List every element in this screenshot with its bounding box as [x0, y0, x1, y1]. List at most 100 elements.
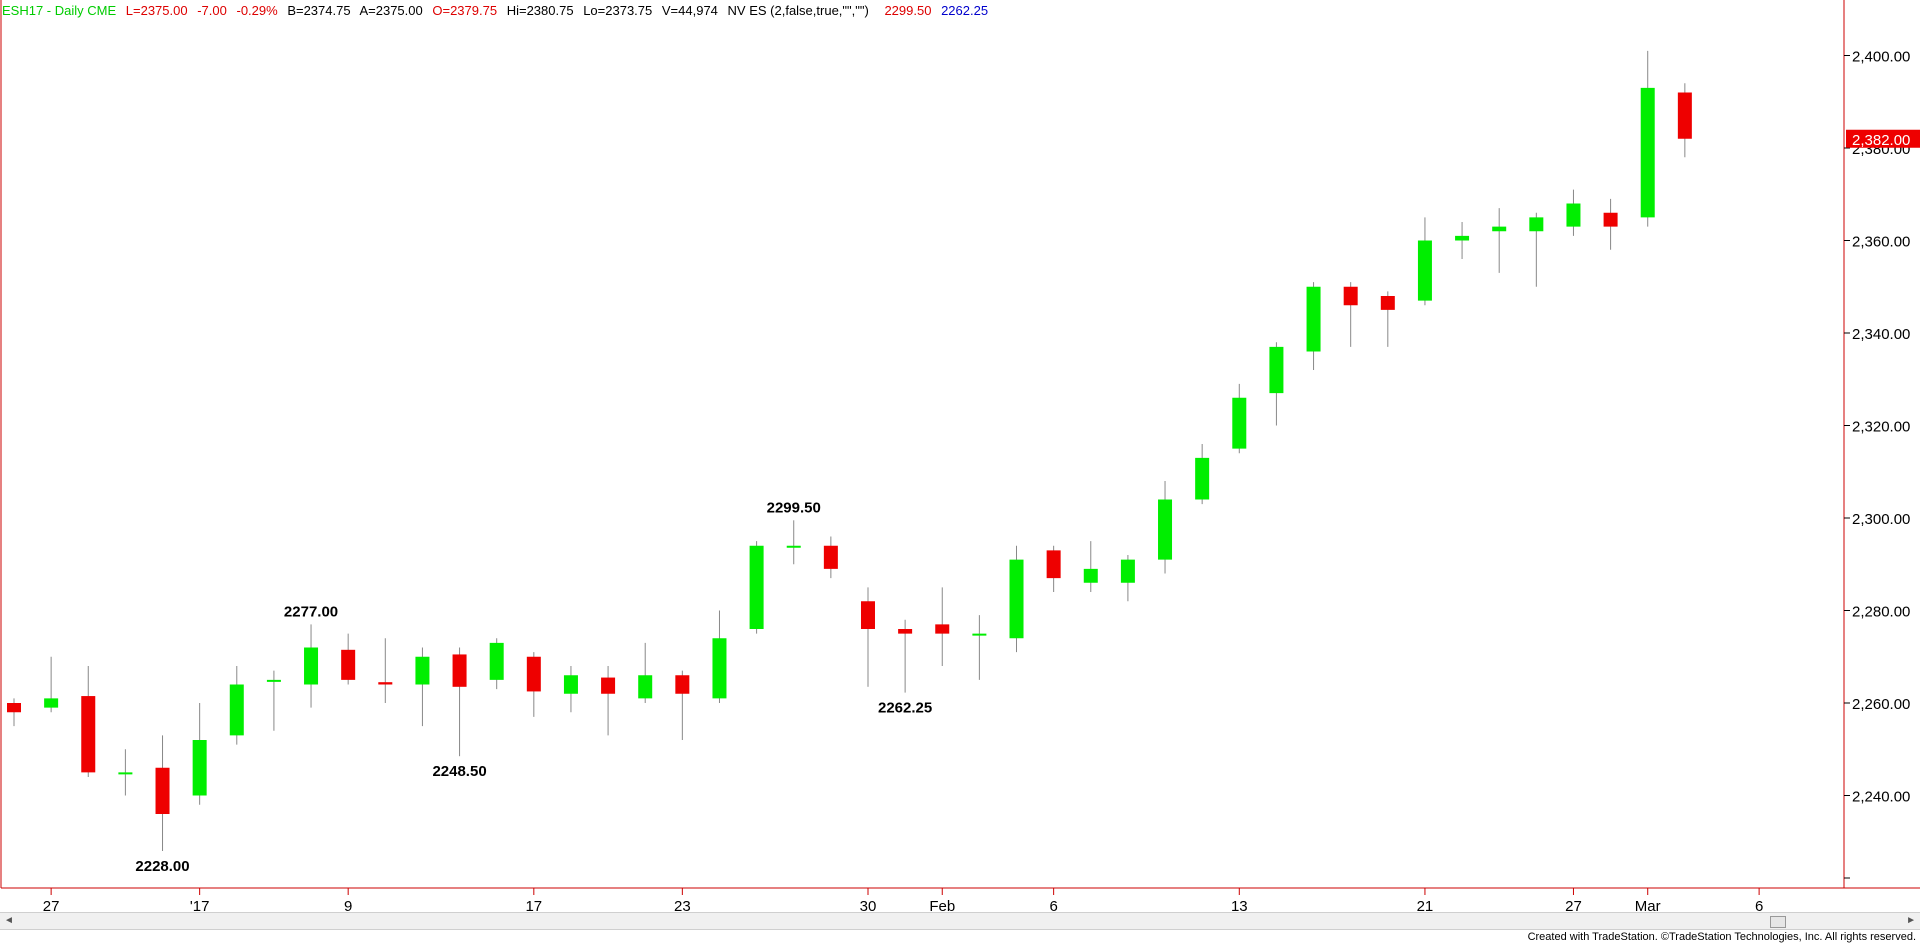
candle-body: [44, 698, 59, 708]
candle-body: [935, 624, 950, 634]
candle-body: [1083, 568, 1098, 583]
candle-body: [786, 545, 801, 548]
date-tick-label: 21: [1417, 898, 1434, 915]
candle-body: [1455, 235, 1470, 241]
price-tick-label: 2,320.00: [1852, 419, 1910, 436]
candle-body: [1529, 217, 1544, 232]
indicator-value-1: 2299.50: [884, 3, 932, 18]
candle-body: [229, 684, 244, 736]
wick-layer: [13, 50, 1686, 851]
candle-body: [1269, 346, 1284, 394]
swing-price-label: 2228.00: [135, 858, 189, 875]
price-tick-label: 2,240.00: [1852, 789, 1910, 806]
volume: V=44,974: [661, 3, 718, 18]
date-tick-label: Mar: [1635, 898, 1661, 915]
percent-change: -0.29%: [236, 3, 278, 18]
candle-body: [823, 545, 838, 569]
candle-body: [1677, 92, 1692, 139]
swing-price-label: 2248.50: [432, 763, 486, 780]
annotation-layer: 2228.00 2277.00 2248.50 2299.50 2262.25: [135, 499, 932, 875]
price-tick-label: 2,400.00: [1852, 49, 1910, 66]
price-tick-label: 2,280.00: [1852, 604, 1910, 621]
candle-body: [1343, 286, 1358, 306]
high-price: Hi=2380.75: [506, 3, 574, 18]
candle-body: [415, 656, 430, 685]
candle-body: [1640, 87, 1655, 218]
candle-body: [601, 677, 616, 694]
candle-body: [1009, 559, 1024, 639]
date-tick-label: 6: [1755, 898, 1763, 915]
candle-body: [155, 767, 170, 814]
candle-body: [1195, 457, 1210, 500]
candle-body: [1603, 212, 1618, 227]
date-tick-label: 17: [525, 898, 542, 915]
date-axis: 27 '17 9 17 23 30 Feb 6 13 21 27 Mar 6: [1, 887, 1920, 915]
chart-header: ESH17 - Daily CME L=2375.00 -7.00 -0.29%…: [2, 3, 994, 18]
date-tick-label: Feb: [929, 898, 955, 915]
open-price: O=2379.75: [432, 3, 498, 18]
swing-price-label: 2277.00: [284, 603, 338, 620]
bid-price: B=2374.75: [287, 3, 351, 18]
price-axis: 2,240.00 2,260.00 2,280.00 2,300.00 2,320.00…: [1843, 0, 1920, 888]
candle-body: [1158, 499, 1173, 560]
candle-body: [1306, 286, 1321, 352]
indicator-value-2: 2262.25: [941, 3, 989, 18]
scroll-left-arrow-icon[interactable]: ◄: [4, 915, 14, 926]
date-tick-label: 9: [344, 898, 352, 915]
candle-body: [192, 740, 207, 796]
candle-body: [1492, 226, 1507, 232]
swing-price-label: 2262.25: [878, 700, 932, 717]
candle-body: [860, 601, 875, 629]
candle-body: [489, 642, 504, 680]
candle-body: [1120, 559, 1135, 583]
symbol-label: ESH17 - Daily CME: [2, 3, 117, 18]
candle-body: [81, 696, 96, 773]
price-tick-label: 2,340.00: [1852, 326, 1910, 343]
body-layer: [7, 87, 1692, 814]
date-tick-label: 6: [1049, 898, 1057, 915]
indicator-label: NV ES (2,false,true,"",""): [727, 3, 869, 18]
candle-body: [712, 638, 727, 699]
candle-body: [1566, 203, 1581, 227]
candle-body: [526, 656, 541, 692]
candle-body: [1380, 296, 1395, 310]
scroll-thumb[interactable]: [1770, 916, 1786, 928]
candle-body: [675, 675, 690, 694]
date-tick-label: 13: [1231, 898, 1248, 915]
candle-body: [563, 675, 578, 694]
date-tick-label: 27: [43, 898, 60, 915]
candle-body: [638, 675, 653, 699]
date-tick-label: 30: [860, 898, 877, 915]
date-tick-label: 23: [674, 898, 691, 915]
candle-body: [304, 647, 319, 685]
candle-body: [7, 703, 21, 713]
candle-body: [972, 633, 987, 636]
net-change: -7.00: [197, 3, 227, 18]
swing-price-label: 2299.50: [767, 499, 821, 516]
candle-body: [452, 654, 467, 687]
ask-price: A=2375.00: [359, 3, 423, 18]
price-tick-label: 2,260.00: [1852, 696, 1910, 713]
low-price: Lo=2373.75: [583, 3, 653, 18]
price-tick-label: 2,360.00: [1852, 234, 1910, 251]
horizontal-scrollbar[interactable]: ◄ ►: [0, 912, 1920, 930]
last-price: L=2375.00: [125, 3, 188, 18]
scroll-right-arrow-icon[interactable]: ►: [1906, 915, 1916, 926]
date-tick-label: 27: [1565, 898, 1582, 915]
candle-body: [1046, 550, 1061, 579]
date-tick-label: '17: [190, 898, 210, 915]
candle-body: [266, 679, 281, 682]
candle-body: [749, 545, 764, 629]
candle-body: [118, 772, 133, 775]
candle-body: [378, 682, 393, 685]
copyright-credit: Created with TradeStation. ©TradeStation…: [1527, 931, 1916, 943]
candle-body: [341, 649, 356, 680]
price-tick-label: 2,300.00: [1852, 511, 1910, 528]
candle-body: [1232, 397, 1247, 449]
candle-body: [1417, 240, 1432, 301]
candle-body: [898, 629, 913, 634]
last-price-label: 2,382.00: [1852, 132, 1910, 149]
last-price-marker: [1846, 129, 1920, 148]
